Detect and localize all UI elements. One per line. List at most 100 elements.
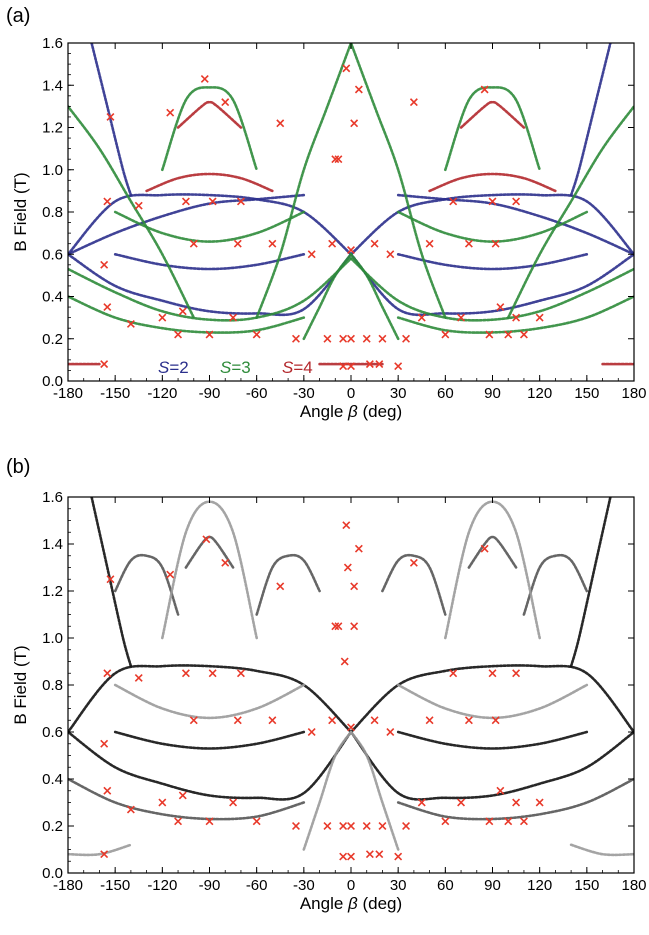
data-point-marker bbox=[178, 307, 187, 316]
data-point-marker bbox=[229, 313, 238, 322]
x-tick-label: 150 bbox=[574, 385, 599, 402]
y-tick-label: 1.6 bbox=[42, 489, 63, 506]
y-tick-label: 1.0 bbox=[42, 630, 63, 647]
x-axis-label-unit: (deg) bbox=[358, 402, 402, 421]
data-point-marker bbox=[519, 817, 528, 826]
y-tick-label: 0.4 bbox=[42, 289, 63, 306]
x-axis-label-symbol: β bbox=[347, 402, 358, 421]
y-tick-label: 1.6 bbox=[42, 35, 63, 52]
x-axis-label-unit: (deg) bbox=[358, 894, 402, 913]
data-point-marker bbox=[126, 805, 135, 814]
data-point-marker bbox=[512, 313, 521, 322]
data-point-marker bbox=[100, 739, 109, 748]
data-point-marker bbox=[512, 669, 521, 678]
series-curve bbox=[68, 843, 133, 857]
y-tick-label: 1.2 bbox=[42, 583, 63, 600]
data-point-marker bbox=[103, 303, 112, 312]
panel-a: (a) -180 -150 -120 -90 -60 -30 0 30 60 90 120 150 18… bbox=[6, 5, 647, 421]
series-curve bbox=[396, 295, 634, 334]
data-point-marker bbox=[464, 239, 473, 248]
data-point-marker bbox=[365, 360, 374, 369]
panel-label: (b) bbox=[6, 456, 30, 478]
y-tick-label: 0.6 bbox=[42, 246, 63, 263]
data-point-marker bbox=[354, 544, 363, 553]
data-point-marker bbox=[370, 716, 379, 725]
x-tick-label: 30 bbox=[390, 385, 407, 402]
x-axis-label-symbol: β bbox=[347, 894, 358, 913]
data-point-marker bbox=[339, 852, 348, 861]
data-point-marker bbox=[347, 362, 355, 371]
series-curve bbox=[68, 105, 196, 319]
legend-item: S=2 bbox=[158, 358, 189, 377]
series-curve bbox=[113, 683, 306, 720]
data-point-marker bbox=[158, 313, 167, 322]
data-point-marker bbox=[512, 197, 521, 206]
series-curve bbox=[161, 500, 258, 640]
legend-symbol: S bbox=[220, 358, 232, 377]
data-point-marker bbox=[252, 817, 261, 826]
data-point-marker bbox=[480, 85, 489, 94]
data-point-marker bbox=[347, 334, 355, 343]
series-curve bbox=[444, 500, 541, 640]
data-point-marker bbox=[166, 570, 175, 579]
data-point-marker bbox=[347, 822, 355, 830]
data-point-marker bbox=[339, 822, 348, 830]
data-point-marker bbox=[334, 622, 343, 631]
data-point-marker bbox=[323, 822, 332, 830]
legend-symbol: S bbox=[158, 358, 170, 377]
x-axis-label-text: Angle bbox=[300, 402, 348, 421]
data-point-marker bbox=[339, 334, 348, 343]
series-curve bbox=[113, 210, 306, 243]
x-tick-label: -90 bbox=[199, 877, 221, 894]
y-tick-label: 0.6 bbox=[42, 724, 63, 741]
data-point-marker bbox=[347, 723, 355, 732]
data-point-marker bbox=[480, 544, 489, 553]
data-point-marker bbox=[409, 98, 418, 107]
legend-value: =4 bbox=[293, 358, 312, 377]
data-point-marker bbox=[202, 535, 211, 544]
data-point-marker bbox=[417, 313, 426, 322]
x-tick-label: 90 bbox=[484, 385, 501, 402]
x-tick-label: -150 bbox=[100, 385, 130, 402]
series-curve bbox=[444, 86, 541, 172]
data-point-marker bbox=[323, 334, 332, 343]
data-point-marker bbox=[491, 716, 500, 725]
series-curve bbox=[396, 253, 589, 271]
y-tick-label: 1.0 bbox=[42, 162, 63, 179]
y-tick-label: 0.0 bbox=[42, 373, 63, 390]
x-tick-label: -30 bbox=[293, 385, 315, 402]
x-tick-label: 60 bbox=[437, 385, 454, 402]
data-point-marker bbox=[106, 112, 115, 121]
data-point-marker bbox=[402, 822, 410, 830]
data-point-marker bbox=[100, 360, 109, 369]
x-tick-label: -180 bbox=[53, 877, 83, 894]
series-curve bbox=[68, 253, 353, 317]
data-point-marker bbox=[449, 669, 458, 678]
data-point-marker bbox=[103, 786, 112, 795]
data-point-marker bbox=[362, 334, 371, 343]
series-curve bbox=[396, 730, 589, 750]
series-curve bbox=[522, 553, 589, 616]
data-point-marker bbox=[485, 330, 494, 339]
series-curve bbox=[68, 193, 306, 256]
data-point-marker bbox=[276, 582, 285, 591]
data-point-marker bbox=[233, 716, 242, 725]
series-curve bbox=[396, 777, 634, 821]
data-point-marker bbox=[331, 622, 340, 631]
data-point-marker bbox=[491, 239, 500, 248]
data-point-marker bbox=[103, 669, 112, 678]
y-tick-label: 1.4 bbox=[42, 536, 63, 553]
data-point-marker bbox=[276, 119, 285, 128]
data-point-marker bbox=[464, 716, 473, 725]
data-point-marker bbox=[158, 798, 167, 807]
x-tick-label: -150 bbox=[100, 877, 130, 894]
x-tick-label: 30 bbox=[390, 877, 407, 894]
data-point-marker bbox=[236, 197, 245, 206]
series-curve bbox=[349, 257, 634, 322]
x-tick-label: -30 bbox=[293, 877, 315, 894]
data-point-marker bbox=[512, 798, 521, 807]
legend-item: S=4 bbox=[282, 358, 313, 377]
data-point-marker bbox=[457, 313, 466, 322]
data-point-marker bbox=[200, 74, 209, 83]
